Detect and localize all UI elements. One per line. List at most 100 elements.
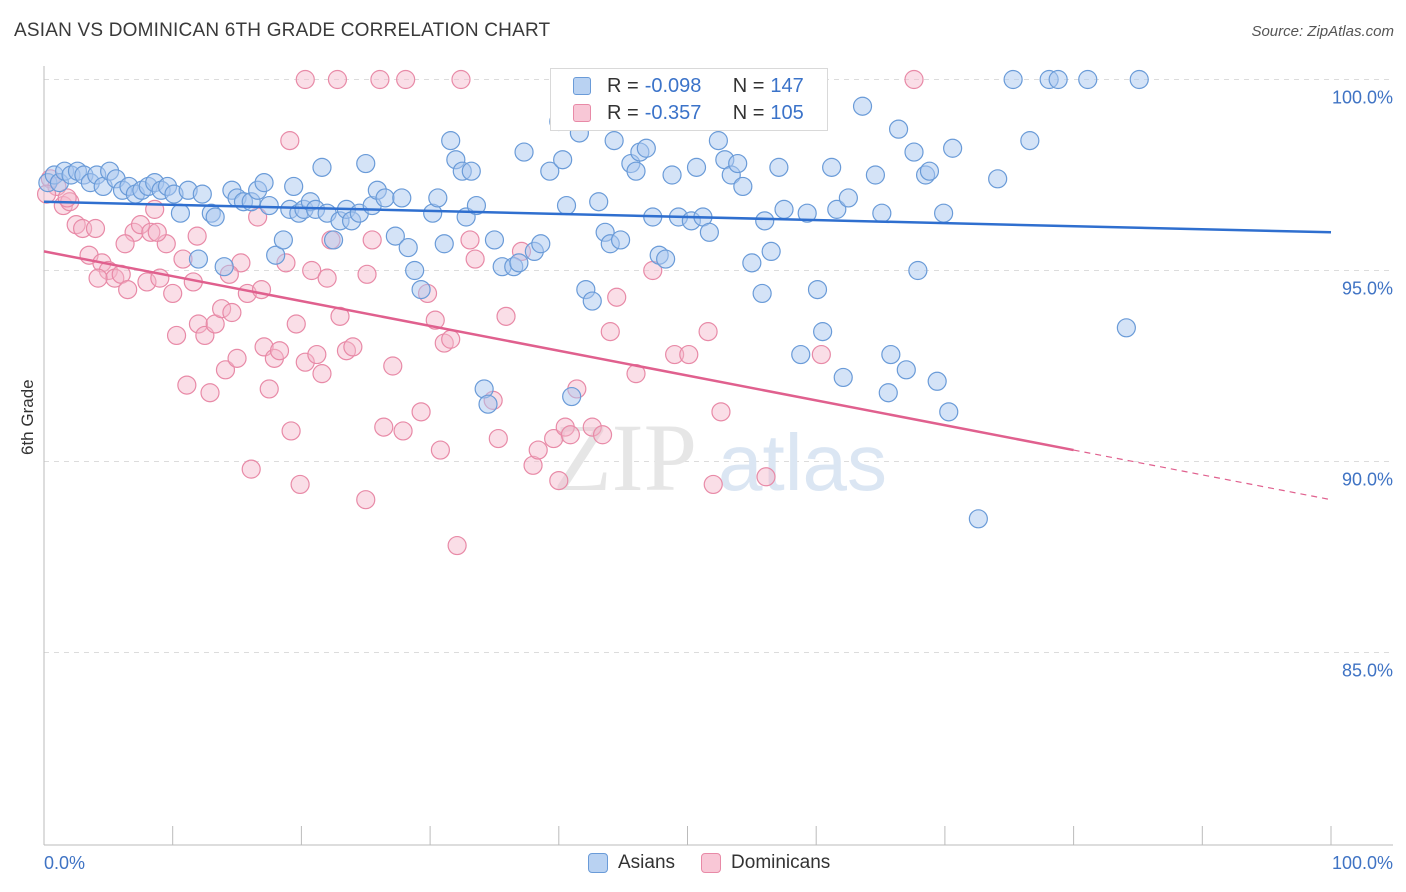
dominican-point xyxy=(302,260,322,281)
dominican-point xyxy=(441,329,461,349)
dominican-point xyxy=(130,215,151,235)
asian-point xyxy=(769,157,789,177)
dominican-point xyxy=(582,417,602,437)
asian-point xyxy=(878,383,898,403)
dominican-point xyxy=(115,234,135,254)
asian-point xyxy=(927,371,947,391)
legend-item-dominicans[interactable]: Dominicans xyxy=(701,852,830,874)
asian-point xyxy=(988,169,1008,189)
asian-point xyxy=(904,142,924,162)
asian-point xyxy=(656,249,676,269)
dominican-point xyxy=(711,402,731,422)
asian-point xyxy=(865,165,886,185)
asian-point xyxy=(484,230,505,250)
asian-point xyxy=(774,199,794,219)
dominican-point xyxy=(295,352,315,372)
dominican-point xyxy=(560,425,580,445)
dominican-point xyxy=(118,280,138,300)
asian-point xyxy=(323,230,344,250)
asian-n-value: 147 xyxy=(770,74,804,97)
dominican-point xyxy=(592,425,613,445)
watermark-zip: ZIP xyxy=(553,404,697,511)
dominican-point xyxy=(147,222,167,242)
asian-point xyxy=(582,291,602,311)
asian-point xyxy=(312,157,332,177)
dominican-point xyxy=(447,535,467,556)
asian-point xyxy=(356,153,376,174)
asian-point xyxy=(888,119,909,139)
asian-n-label: N = xyxy=(732,74,765,97)
asian-point xyxy=(943,138,963,158)
legend-item-asians[interactable]: Asians xyxy=(588,852,675,874)
asian-point xyxy=(742,253,762,273)
dominican-point xyxy=(166,325,187,346)
asian-point xyxy=(266,245,286,265)
asian-point xyxy=(797,203,817,223)
asian-point xyxy=(531,234,551,254)
y-tick-label: 100.0% xyxy=(1332,88,1393,108)
asian-point xyxy=(761,241,781,261)
dominican-trend-extension xyxy=(1073,449,1332,501)
asian-point xyxy=(636,138,656,158)
y-tick-label: 90.0% xyxy=(1342,470,1393,490)
dominican-point xyxy=(374,417,394,437)
asian-point xyxy=(833,367,853,388)
asian-point xyxy=(1129,69,1149,90)
asian-point xyxy=(1116,318,1136,338)
asian-point xyxy=(441,131,461,151)
dominican-point xyxy=(904,69,924,90)
asian-point xyxy=(838,188,858,208)
dominican-point xyxy=(177,375,197,395)
asian-point xyxy=(919,161,940,181)
asian-point xyxy=(405,260,425,281)
asian-swatch xyxy=(573,77,591,95)
asians-legend-label: Asians xyxy=(618,852,676,873)
dominican-point xyxy=(356,490,376,510)
asian-point xyxy=(968,509,988,529)
dominican-point xyxy=(425,310,445,330)
dominican-point xyxy=(679,344,699,365)
asian-point xyxy=(556,195,577,216)
asian-point xyxy=(604,131,624,151)
tick-labels: 100.0% 95.0% 90.0% 85.0% 0.0% 100.0% xyxy=(44,88,1393,874)
asian-point xyxy=(205,207,225,227)
dominican-point xyxy=(281,421,301,441)
dominican-point xyxy=(188,314,209,334)
legend-row-dominican: R = -0.357 N = 105 xyxy=(573,100,804,126)
axes xyxy=(43,66,1393,846)
asian-point xyxy=(589,192,609,212)
asian-point xyxy=(791,344,811,365)
dominican-point xyxy=(286,314,306,334)
asian-point xyxy=(1020,131,1040,151)
dominican-point xyxy=(187,226,207,246)
source-label: Source: ZipAtlas.com xyxy=(1251,23,1394,40)
legend-row-asian: R = -0.098 N = 147 xyxy=(573,73,804,99)
dominican-point xyxy=(465,249,485,269)
dominican-point xyxy=(698,322,718,342)
dominican-point xyxy=(280,131,300,151)
asian-point xyxy=(1048,69,1068,90)
dominican-point xyxy=(241,459,261,479)
asian-point xyxy=(755,211,775,231)
asian-point xyxy=(626,161,646,181)
watermark-atlas: atlas xyxy=(718,418,887,507)
asian-point xyxy=(375,188,395,208)
dominican-point xyxy=(163,283,183,304)
asian-point xyxy=(192,184,212,204)
dominican-point xyxy=(496,306,516,326)
asian-point xyxy=(699,222,719,242)
asian-point xyxy=(939,402,959,422)
asian-point xyxy=(254,173,274,193)
dominican-point xyxy=(141,222,161,242)
asian-point xyxy=(852,96,873,116)
dominican-point xyxy=(290,474,310,495)
chart-title: ASIAN VS DOMINICAN 6TH GRADE CORRELATION… xyxy=(14,20,551,41)
watermark: ZIP atlas xyxy=(553,404,887,511)
dominican-point xyxy=(200,383,220,403)
dominican-point xyxy=(488,428,508,449)
dominican-point xyxy=(665,344,685,365)
dominican-point xyxy=(137,272,157,292)
dominican-point xyxy=(259,379,279,399)
x-tick-label: 100.0% xyxy=(1332,853,1393,873)
